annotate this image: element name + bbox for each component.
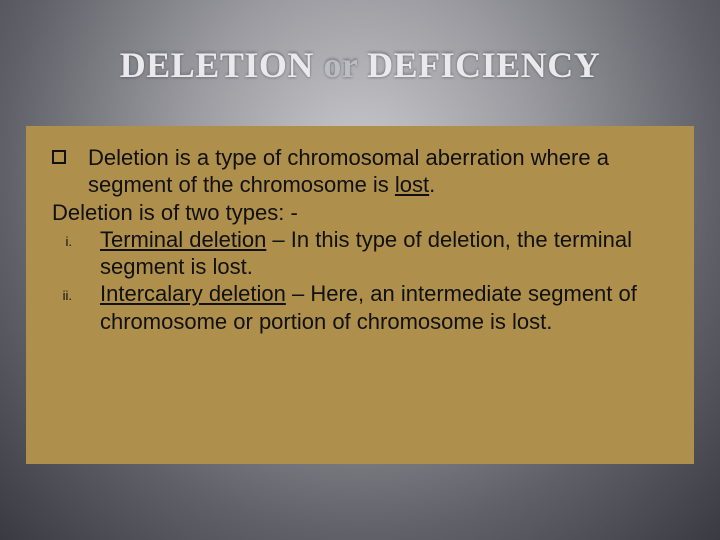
bullet-square-icon xyxy=(52,150,66,164)
roman-numeral: i. xyxy=(52,226,72,250)
title-word-a: DELETION xyxy=(120,45,314,85)
term: Intercalary deletion xyxy=(100,281,286,306)
deletion-types-list: i. Terminal deletion – In this type of d… xyxy=(52,226,668,335)
list-item-body: Terminal deletion – In this type of dele… xyxy=(100,226,668,281)
roman-numeral: ii. xyxy=(52,280,72,304)
list-item-body: Intercalary deletion – Here, an intermed… xyxy=(100,280,668,335)
title-word-b: DEFICIENCY xyxy=(367,45,600,85)
intro-underlined: lost xyxy=(395,172,429,197)
term: Terminal deletion xyxy=(100,227,266,252)
slide-title: DELETION or DEFICIENCY xyxy=(0,44,720,86)
intro-block: Deletion is a type of chromosomal aberra… xyxy=(52,144,668,199)
list-item: i. Terminal deletion – In this type of d… xyxy=(52,226,668,281)
title-or: or xyxy=(323,45,357,85)
list-item: ii. Intercalary deletion – Here, an inte… xyxy=(52,280,668,335)
intro-paragraph: Deletion is a type of chromosomal aberra… xyxy=(88,144,668,199)
content-card: Deletion is a type of chromosomal aberra… xyxy=(26,126,694,464)
intro-text-a: Deletion is a type of chromosomal aberra… xyxy=(88,145,609,197)
intro-text-b: . xyxy=(429,172,435,197)
slide-title-wrap: DELETION or DEFICIENCY DELETION or DEFIC… xyxy=(0,0,720,86)
types-line: Deletion is of two types: - xyxy=(52,199,668,226)
